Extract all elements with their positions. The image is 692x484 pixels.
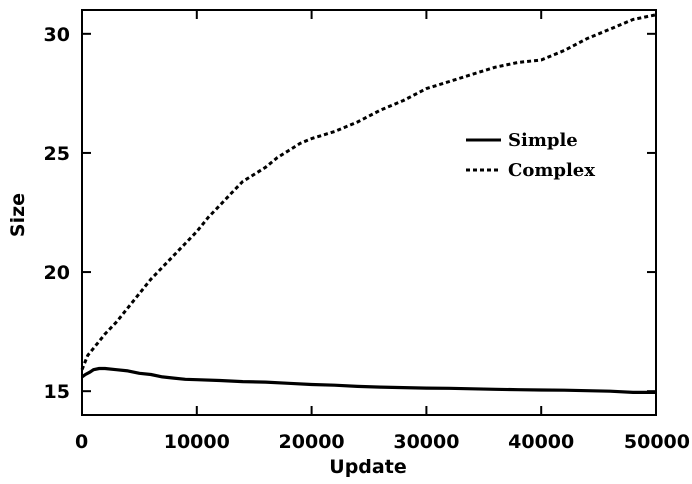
y-tick-label: 15 bbox=[44, 381, 70, 403]
y-tick-label: 30 bbox=[44, 24, 70, 46]
x-tick-label: 30000 bbox=[393, 431, 459, 453]
plot-frame bbox=[81, 9, 657, 416]
series-line-simple bbox=[81, 366, 656, 394]
x-tick-label: 40000 bbox=[508, 431, 574, 453]
axis-ticks bbox=[81, 10, 657, 415]
series-line-complex bbox=[80, 13, 657, 371]
x-tick-label: 0 bbox=[75, 431, 88, 453]
y-tick-label: 20 bbox=[44, 262, 70, 284]
legend-label-simple: Simple bbox=[508, 130, 578, 151]
legend: Simple Complex bbox=[466, 130, 595, 181]
y-axis-label: Size bbox=[7, 193, 29, 237]
plot-border bbox=[81, 9, 657, 416]
x-axis-label: Update bbox=[329, 456, 406, 478]
x-tick-label: 10000 bbox=[164, 431, 230, 453]
series-lines bbox=[80, 13, 657, 394]
x-tick-label: 20000 bbox=[279, 431, 345, 453]
x-tick-label: 50000 bbox=[624, 431, 690, 453]
tick-labels: 0 10000 20000 30000 40000 50000 15 20 25 30 bbox=[44, 24, 690, 453]
legend-label-complex: Complex bbox=[508, 160, 595, 181]
y-tick-label: 25 bbox=[44, 143, 70, 165]
